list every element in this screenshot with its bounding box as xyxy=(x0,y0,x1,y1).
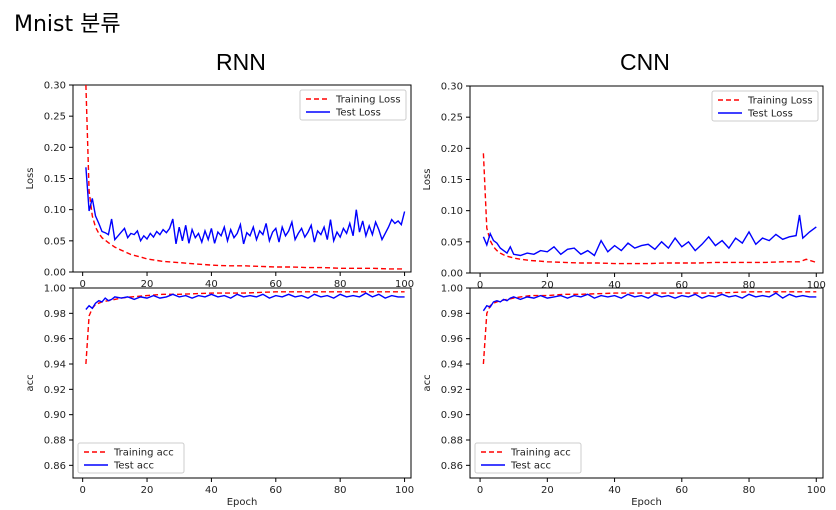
y-tick-label: 0.25 xyxy=(44,112,66,123)
page-title: Mnist 분류 xyxy=(14,12,121,37)
cnn-loss-plot: 0.00 0.05 0.10 0.15 0.20 0.25 0.30 0 20 40 60 80 100… xyxy=(422,82,826,292)
x-tick-label: 60 xyxy=(675,280,688,291)
y-tick-label: 0.30 xyxy=(44,81,66,92)
x-tick-label: 0 xyxy=(79,485,85,496)
y-axis-label: Loss xyxy=(422,169,433,191)
legend-label: Training acc xyxy=(113,448,174,459)
series-line-training-acc xyxy=(482,291,817,365)
y-axis-label: acc xyxy=(422,374,433,391)
series-line-test-loss xyxy=(482,214,817,257)
y-tick-label: 0.92 xyxy=(441,385,463,396)
x-tick-label: 40 xyxy=(608,280,621,291)
y-tick-label: 0.15 xyxy=(441,175,463,186)
y-tick-label: 0.86 xyxy=(44,461,66,472)
y-tick-label: 0.30 xyxy=(441,82,463,93)
x-tick-label: 60 xyxy=(675,485,688,496)
y-tick-label: 0.94 xyxy=(441,360,463,371)
x-tick-label: 40 xyxy=(608,485,621,496)
legend-label: Test Loss xyxy=(747,109,793,120)
y-tick-label: 0.96 xyxy=(441,334,463,345)
cnn-panel: 0.00 0.05 0.10 0.15 0.20 0.25 0.30 0 20 40 60 80 100… xyxy=(422,82,826,509)
legend-label: Test acc xyxy=(113,461,154,472)
y-axis-label: Loss xyxy=(25,168,36,190)
x-tick-label: 0 xyxy=(79,279,85,290)
x-tick-label: 60 xyxy=(269,279,282,290)
legend-label: Training acc xyxy=(510,448,571,459)
series-line-training-acc xyxy=(85,291,405,365)
y-tick-label: 0.00 xyxy=(44,268,66,279)
rnn-panel: 0.00 0.05 0.10 0.15 0.20 0.25 0.30 0 20 40 60 80 100… xyxy=(25,81,414,509)
series-line-test-acc xyxy=(85,292,405,310)
y-tick-label: 0.90 xyxy=(441,410,463,421)
y-tick-label: 0.90 xyxy=(44,410,66,421)
y-tick-label: 0.20 xyxy=(44,143,66,154)
y-axis-label: acc xyxy=(25,374,36,391)
y-tick-label: 0.05 xyxy=(44,236,66,247)
legend-label: Test Loss xyxy=(335,108,381,119)
y-tick-label: 0.98 xyxy=(441,309,463,320)
y-tick-label: 0.10 xyxy=(44,205,66,216)
legend: Training Loss Test Loss xyxy=(711,90,819,122)
x-tick-label: 80 xyxy=(743,485,756,496)
x-tick-label: 80 xyxy=(334,279,347,290)
x-tick-label: 100 xyxy=(395,279,414,290)
x-tick-label: 40 xyxy=(205,485,218,496)
series-line-training-loss xyxy=(482,153,817,265)
y-tick-label: 0.96 xyxy=(44,334,66,345)
x-axis-label: Epoch xyxy=(631,497,662,508)
rnn-panel-title: RNN xyxy=(216,49,266,75)
y-tick-label: 1.00 xyxy=(44,284,66,295)
y-tick-label: 0.05 xyxy=(441,237,463,248)
x-tick-label: 100 xyxy=(807,280,826,291)
y-tick-label: 0.88 xyxy=(44,436,66,447)
series-line-test-acc xyxy=(482,292,817,312)
legend-label: Training Loss xyxy=(335,95,401,106)
x-tick-label: 100 xyxy=(395,485,414,496)
legend: Training acc Test acc xyxy=(77,442,185,474)
y-tick-label: 0.88 xyxy=(441,436,463,447)
y-tick-label: 1.00 xyxy=(441,284,463,295)
x-tick-label: 80 xyxy=(334,485,347,496)
legend-label: Test acc xyxy=(510,461,551,472)
series-line-training-loss xyxy=(85,85,405,270)
y-tick-label: 0.86 xyxy=(441,461,463,472)
x-tick-label: 20 xyxy=(541,280,554,291)
rnn-acc-plot: 0.86 0.88 0.90 0.92 0.94 0.96 0.98 1.00 0 20 40 60 8… xyxy=(25,284,414,509)
x-tick-label: 0 xyxy=(477,280,483,291)
cnn-panel-title: CNN xyxy=(620,49,670,75)
x-tick-label: 0 xyxy=(477,485,483,496)
y-tick-label: 0.92 xyxy=(44,385,66,396)
y-tick-label: 0.10 xyxy=(441,206,463,217)
x-axis-label: Epoch xyxy=(227,497,258,508)
x-tick-label: 60 xyxy=(269,485,282,496)
x-tick-label: 100 xyxy=(807,485,826,496)
legend: Training Loss Test Loss xyxy=(299,89,407,121)
x-tick-label: 20 xyxy=(141,485,154,496)
y-tick-label: 0.15 xyxy=(44,174,66,185)
y-tick-label: 0.20 xyxy=(441,144,463,155)
cnn-acc-plot: 0.86 0.88 0.90 0.92 0.94 0.96 0.98 1.00 0 20 40 60 8… xyxy=(422,284,826,509)
x-tick-label: 20 xyxy=(141,279,154,290)
x-tick-label: 40 xyxy=(205,279,218,290)
legend-label: Training Loss xyxy=(747,96,813,107)
series-line-test-loss xyxy=(85,167,406,245)
y-tick-label: 0.94 xyxy=(44,360,66,371)
y-tick-label: 0.25 xyxy=(441,113,463,124)
y-tick-label: 0.98 xyxy=(44,309,66,320)
x-tick-label: 80 xyxy=(743,280,756,291)
x-tick-label: 20 xyxy=(541,485,554,496)
legend: Training acc Test acc xyxy=(474,442,582,474)
y-tick-label: 0.00 xyxy=(441,269,463,280)
rnn-loss-plot: 0.00 0.05 0.10 0.15 0.20 0.25 0.30 0 20 40 60 80 100… xyxy=(25,81,414,291)
